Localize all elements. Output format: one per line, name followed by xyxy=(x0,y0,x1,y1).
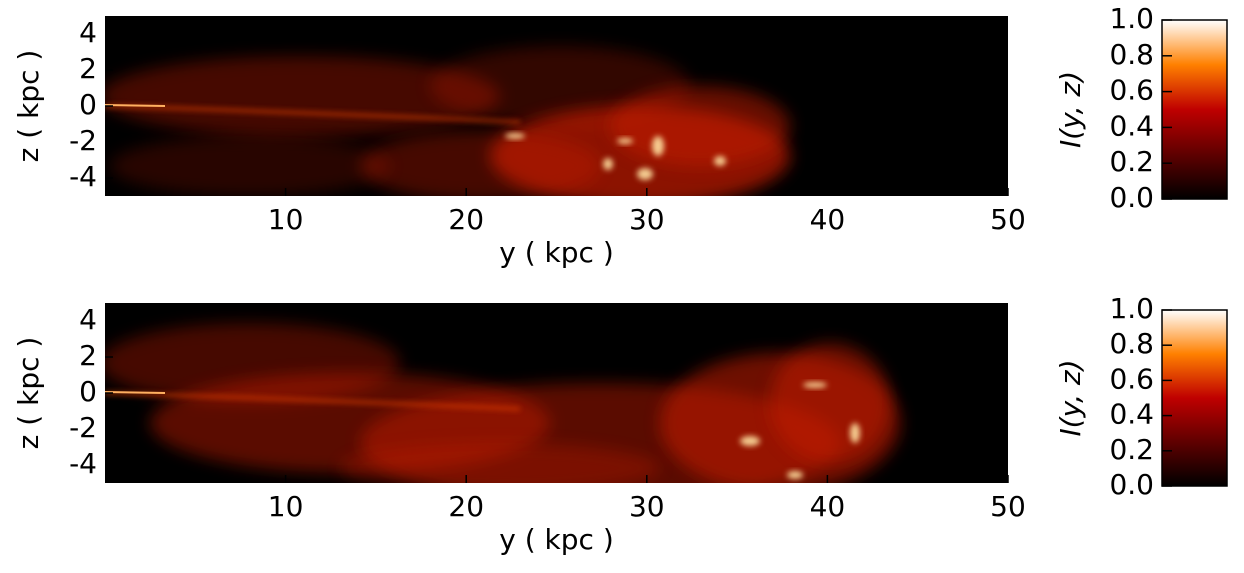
colorbar-tick-label: 0.2 xyxy=(1109,145,1154,178)
y-tick-label: -2 xyxy=(69,411,97,444)
colorbar-tick-label: 0.0 xyxy=(1109,468,1154,501)
x-tick-label: 40 xyxy=(810,203,846,236)
emission-hotspot xyxy=(787,471,803,479)
colorbar-tick-label: 1.0 xyxy=(1109,2,1154,35)
x-tick-label: 10 xyxy=(268,203,304,236)
emission-hotspot xyxy=(652,136,664,156)
y-tick-label: 2 xyxy=(79,52,97,85)
jet-filament xyxy=(105,104,521,124)
y-tick-label: 0 xyxy=(79,375,97,408)
colorbar-label: I(y, z) xyxy=(1054,71,1087,148)
y-tick-label: -4 xyxy=(69,160,97,193)
emission-hotspot xyxy=(850,423,860,443)
x-tick-label: 20 xyxy=(448,490,484,523)
y-axis-label: z ( kpc ) xyxy=(12,337,45,450)
emission-hotspot xyxy=(714,156,726,166)
y-tick-label: 0 xyxy=(79,88,97,121)
emission-cloud xyxy=(110,136,390,196)
emission xyxy=(105,323,900,483)
x-axis-label: y ( kpc ) xyxy=(499,236,614,269)
x-tick-label: 50 xyxy=(990,203,1026,236)
colorbar-tick-label: 0.8 xyxy=(1109,38,1154,71)
y-axis-label: z ( kpc ) xyxy=(12,50,45,163)
jet-filament xyxy=(105,391,521,411)
emission xyxy=(105,46,790,196)
x-tick-label: 40 xyxy=(810,490,846,523)
emission-hotspot xyxy=(803,382,827,388)
emission-hotspot xyxy=(505,133,525,139)
colorbar-tick-label: 0.0 xyxy=(1109,181,1154,214)
x-tick-label: 30 xyxy=(629,490,665,523)
image-panel xyxy=(105,303,1008,483)
emission-cloud xyxy=(610,86,790,166)
colorbar xyxy=(1161,309,1228,487)
colorbar-tick-label: 0.8 xyxy=(1109,327,1154,360)
emission-hotspot xyxy=(617,138,633,144)
y-tick-label: 2 xyxy=(79,339,97,372)
colorbar-tick-label: 1.0 xyxy=(1109,292,1154,325)
emission-hotspot xyxy=(740,436,760,446)
emission-cloud xyxy=(770,343,890,463)
jet-core xyxy=(105,104,166,107)
x-tick-label: 50 xyxy=(990,490,1026,523)
y-tick-label: -4 xyxy=(69,447,97,480)
colorbar xyxy=(1161,19,1228,200)
x-tick-label: 30 xyxy=(629,203,665,236)
jet-core xyxy=(105,391,166,394)
y-tick-label: -2 xyxy=(69,124,97,157)
colorbar-tick-label: 0.2 xyxy=(1109,433,1154,466)
x-tick-label: 10 xyxy=(268,490,304,523)
colorbar-tick-label: 0.6 xyxy=(1109,74,1154,107)
x-tick-label: 20 xyxy=(448,203,484,236)
image-panel xyxy=(105,16,1008,196)
y-tick-label: 4 xyxy=(79,303,97,336)
colorbar-tick-label: 0.4 xyxy=(1109,398,1154,431)
colorbar-tick-label: 0.6 xyxy=(1109,362,1154,395)
y-tick-label: 4 xyxy=(79,16,97,49)
emission-hotspot xyxy=(603,158,613,170)
emission-hotspot xyxy=(637,168,653,180)
x-axis-label: y ( kpc ) xyxy=(499,523,614,556)
colorbar-tick-label: 0.4 xyxy=(1109,109,1154,142)
colorbar-label: I(y, z) xyxy=(1054,360,1087,437)
emission-cloud xyxy=(340,443,660,483)
emission-cloud xyxy=(360,131,600,196)
